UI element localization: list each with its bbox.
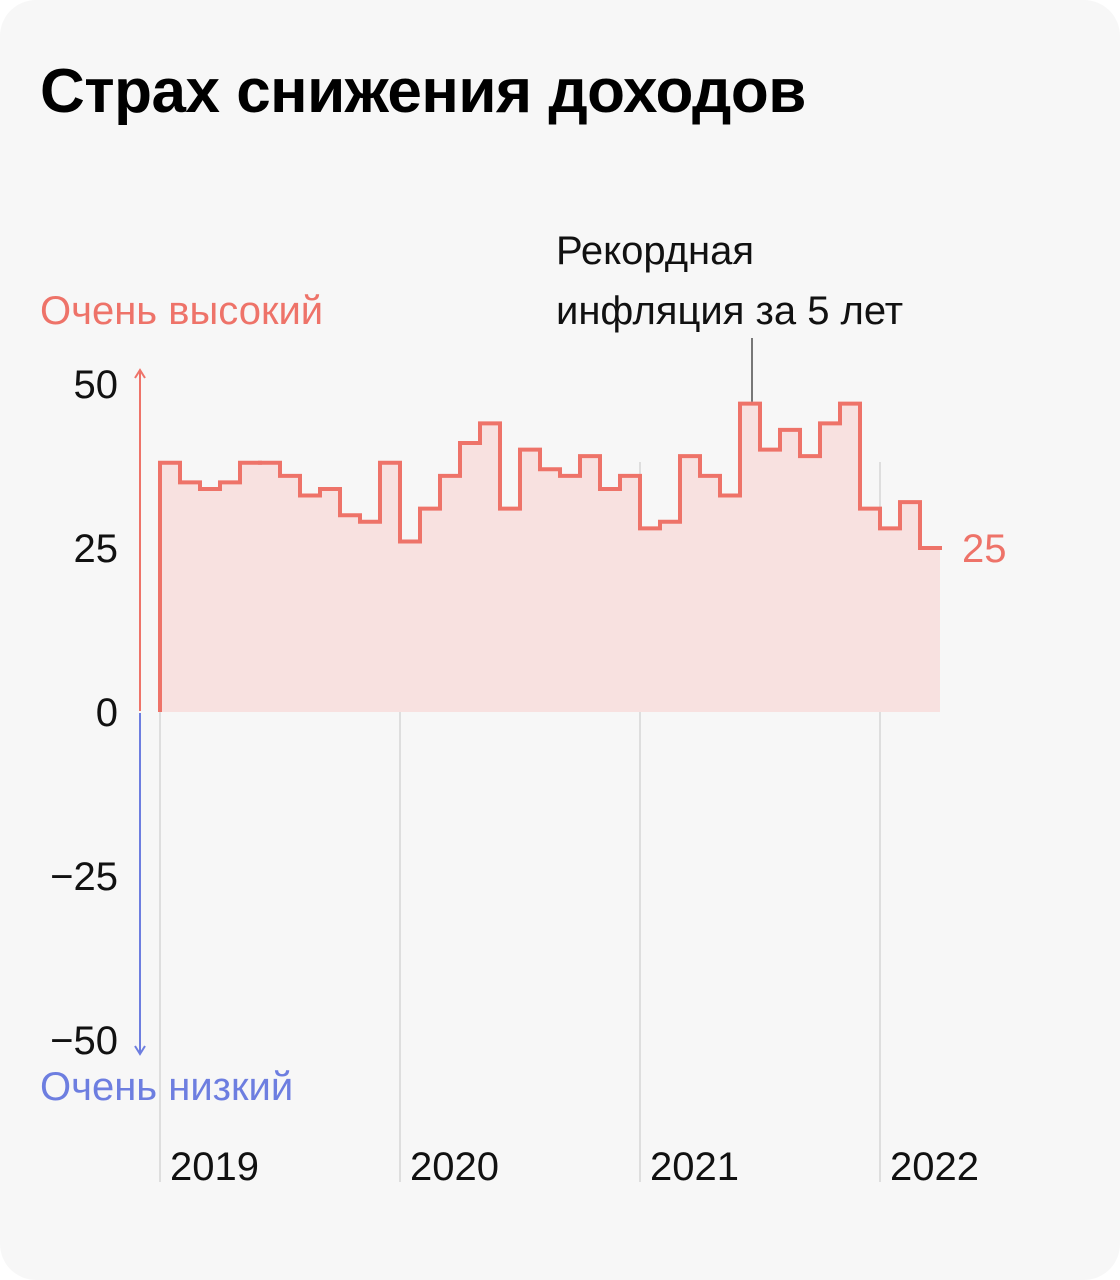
area-fill xyxy=(160,403,940,712)
chart-title: Страх снижения доходов xyxy=(40,57,806,126)
year-tick-label: 2022 xyxy=(890,1145,979,1189)
y-label-bottom: Очень низкий xyxy=(40,1065,293,1109)
y-label-top: Очень высокий xyxy=(40,289,323,333)
labels-layer: 2019 2020 2021 2022 50 25 0 −25 −50 Очень высокий… xyxy=(40,229,1007,1189)
year-tick-label: 2020 xyxy=(410,1145,499,1189)
area-layer xyxy=(158,401,942,712)
year-tick-label: 2019 xyxy=(170,1145,259,1189)
annotation-text-line: инфляция за 5 лет xyxy=(556,289,903,333)
annotation-text-line: Рекордная xyxy=(556,229,754,273)
y-tick-label: −50 xyxy=(50,1019,118,1063)
y-axis xyxy=(134,368,146,1056)
arrow-down-icon xyxy=(134,1045,146,1056)
last-value-label: 25 xyxy=(962,527,1007,571)
y-tick-label: −25 xyxy=(50,855,118,899)
y-tick-label: 25 xyxy=(74,527,119,571)
y-tick-label: 0 xyxy=(96,691,118,735)
y-tick-label: 50 xyxy=(74,363,119,407)
arrow-up-icon xyxy=(134,368,146,379)
year-tick-label: 2021 xyxy=(650,1145,739,1189)
